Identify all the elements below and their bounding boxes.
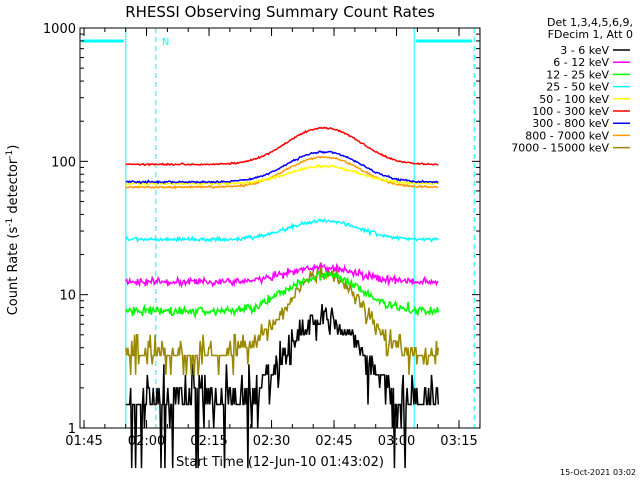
y-tick-label-1: 10	[59, 289, 76, 304]
series-line-0	[125, 304, 440, 469]
legend-label-1: 6 - 12 keV	[553, 56, 609, 69]
axes: 1 10 100 1000 01:45 02:00 02:15 02:30 02:45 03:00…	[43, 22, 481, 449]
series-line-4	[125, 163, 439, 187]
legend-label-4: 50 - 100 keV	[539, 93, 609, 106]
ylabel-end: )	[6, 145, 21, 150]
legend-header-1: FDecim 1, Att 0	[548, 28, 633, 41]
x-tick-label-4: 02:45	[315, 434, 352, 449]
footer-timestamp: 15-Oct-2021 03:02	[560, 468, 636, 477]
legend: Det 1,3,4,5,6,9,FDecim 1, Att 0 3 - 6 keV…	[511, 16, 633, 155]
ylabel-mid: detector	[6, 158, 21, 218]
ylabel-sup1: -1	[5, 218, 15, 227]
y-tick-label-0: 1	[68, 422, 76, 437]
ylabel-main: Count Rate (s	[6, 227, 21, 316]
legend-label-3: 25 - 50 keV	[546, 81, 609, 94]
series-line-5	[125, 126, 439, 167]
x-tick-label-5: 03:00	[378, 434, 415, 449]
plot-frame	[79, 27, 481, 429]
x-tick-label-0: 01:45	[65, 434, 102, 449]
series-line-8	[125, 262, 440, 375]
x-tick-label-1: 02:00	[128, 434, 165, 449]
ylabel-sup2: -1	[5, 150, 15, 159]
y-axis-label: Count Rate (s-1 detector-1)	[5, 145, 21, 316]
series-line-2	[125, 269, 440, 320]
night-label-0: N	[162, 37, 169, 48]
x-tick-label-3: 02:30	[253, 434, 290, 449]
legend-label-5: 100 - 300 keV	[532, 105, 609, 118]
series-line-6	[125, 150, 439, 185]
y-tick-label-2: 100	[51, 155, 76, 170]
x-axis-label: Start Time (12-Jun-10 01:43:02)	[176, 455, 384, 470]
y-tick-label-3: 1000	[43, 22, 76, 37]
legend-label-8: 7000 - 15000 keV	[511, 142, 609, 155]
legend-label-6: 300 - 800 keV	[532, 117, 609, 130]
legend-label-2: 12 - 25 keV	[546, 68, 609, 81]
series-line-3	[125, 218, 439, 244]
legend-label-7: 800 - 7000 keV	[525, 129, 609, 142]
x-tick-label-2: 02:15	[190, 434, 227, 449]
legend-header-0: Det 1,3,4,5,6,9,	[547, 16, 633, 29]
x-tick-label-6: 03:15	[440, 434, 477, 449]
legend-label-0: 3 - 6 keV	[560, 44, 609, 57]
plot-area: N	[82, 28, 475, 469]
svg-text:Count Rate (s-1 detector-1): Count Rate (s-1 detector-1)	[5, 145, 21, 316]
chart-title: RHESSI Observing Summary Count Rates	[125, 3, 435, 21]
series-line-1	[125, 262, 439, 289]
